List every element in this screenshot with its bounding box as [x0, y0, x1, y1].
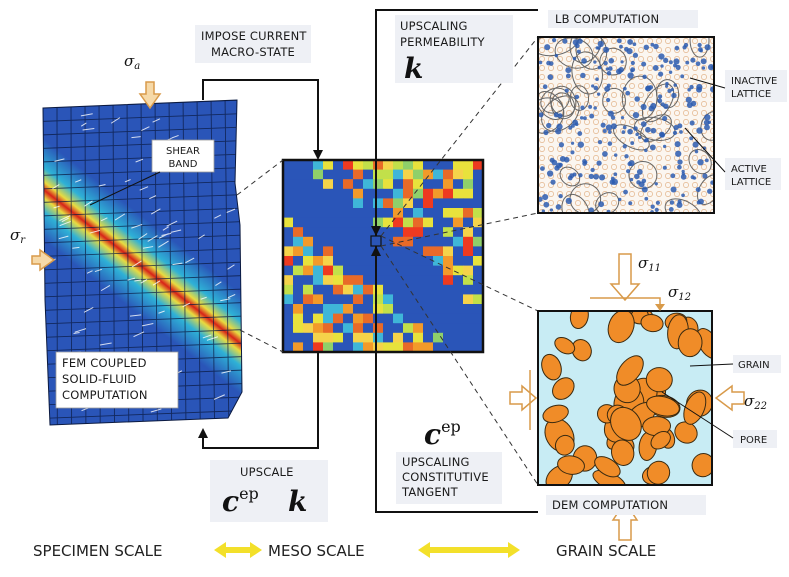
shear-band-label-2: BAND: [169, 159, 198, 170]
inactive-lattice-label-1: INACTIVE: [731, 76, 777, 87]
cep-symbol: cep: [222, 484, 259, 518]
grain-scale-label: GRAIN SCALE: [556, 542, 656, 560]
upscaling-permeability-callout: UPSCALING PERMEABILITY k: [395, 15, 513, 85]
upscaling-tangent-callout: cep UPSCALING CONSTITUTIVE TANGENT: [396, 417, 502, 504]
fem-label-1: FEM COUPLED: [62, 356, 147, 370]
fem-label-2: SOLID-FLUID: [62, 372, 136, 386]
double-arrow-right: [418, 542, 520, 558]
dem-title-callout: DEM COMPUTATION: [546, 495, 706, 515]
lb-computation: [537, 36, 715, 214]
sigma-22-right-arrow: [714, 384, 745, 412]
meso-scale-label: MESO SCALE: [268, 542, 365, 560]
upscale-callout: UPSCALE cep k: [210, 460, 328, 522]
fem-label-3: COMPUTATION: [62, 388, 148, 402]
impose-callout: IMPOSE CURRENT MACRO-STATE: [195, 25, 311, 63]
upscaling-perm-label-2: PERMEABILITY: [400, 35, 486, 49]
upscaling-tangent-label-2: CONSTITUTIVE: [402, 470, 489, 484]
double-arrow-left: [214, 542, 262, 558]
grain-callout: GRAIN: [689, 355, 781, 373]
scale-bar: SPECIMEN SCALE MESO SCALE GRAIN SCALE: [33, 542, 656, 560]
cep-tangent-symbol: cep: [424, 417, 461, 451]
sigma-22-label: σ22: [744, 392, 767, 412]
sigma-r-label: σr: [10, 226, 26, 246]
pore-callout: PORE: [661, 391, 777, 448]
active-lattice-callout: ACTIVE LATTICE: [684, 127, 781, 190]
pore-label: PORE: [740, 435, 767, 446]
sigma-a-label: σa: [124, 52, 140, 72]
specimen-scale-label: SPECIMEN SCALE: [33, 542, 162, 560]
meso-grid: [281, 158, 485, 354]
permeability-symbol: k: [404, 52, 423, 85]
inactive-lattice-label-2: LATTICE: [731, 89, 771, 100]
upscaling-perm-label-1: UPSCALING: [400, 19, 468, 33]
grain-label: GRAIN: [738, 360, 770, 371]
sigma-11-arrow: [590, 253, 665, 311]
active-lattice-label-2: LATTICE: [731, 177, 771, 188]
sigma-12-label: σ12: [668, 283, 691, 303]
sigma-r-arrow: [31, 248, 56, 272]
active-lattice-label-1: ACTIVE: [731, 164, 767, 175]
sigma-a-arrow: [138, 81, 162, 110]
fem-callout: FEM COUPLED SOLID-FLUID COMPUTATION: [55, 351, 179, 409]
dem-computation-label: DEM COMPUTATION: [552, 498, 668, 512]
upscale-label: UPSCALE: [240, 465, 294, 479]
shear-band-callout: SHEAR BAND: [89, 139, 215, 206]
inactive-lattice-callout: INACTIVE LATTICE: [689, 70, 787, 102]
lb-title-callout: LB COMPUTATION: [548, 10, 698, 28]
sigma-11-label: σ11: [638, 254, 661, 274]
upscaling-tangent-label-3: TANGENT: [401, 485, 459, 499]
impose-label-2: MACRO-STATE: [211, 45, 295, 59]
upscaling-tangent-label-1: UPSCALING: [402, 455, 470, 469]
sigma-22-left-arrow: [509, 370, 538, 430]
k-symbol: k: [288, 485, 307, 518]
dem-computation: [537, 310, 713, 486]
impose-label-1: IMPOSE CURRENT: [201, 29, 307, 43]
lb-computation-label: LB COMPUTATION: [555, 12, 659, 26]
shear-band-label-1: SHEAR: [166, 146, 200, 157]
